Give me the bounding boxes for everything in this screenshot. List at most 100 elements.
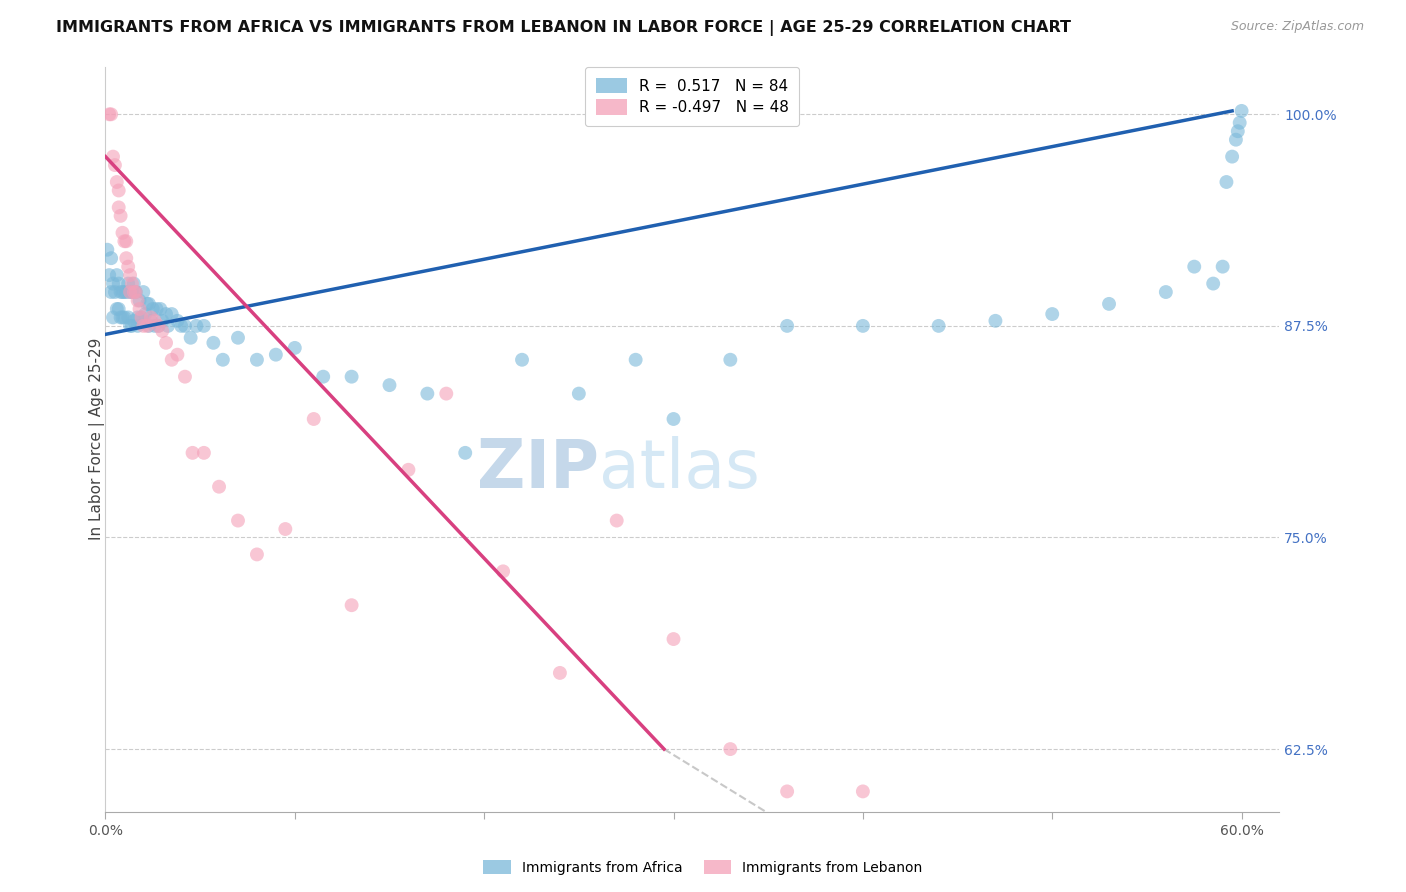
Point [718,742,741,756]
Point [120,268,142,282]
Point [1230,103,1253,118]
Point [117,310,139,325]
Point [105,175,128,189]
Point [107,277,129,291]
Point [1098,297,1121,311]
Point [434,386,457,401]
Point [312,369,335,384]
Point [662,632,685,646]
Point [125,285,148,299]
Point [181,446,204,460]
Point [1182,260,1205,274]
Point [105,301,128,316]
Point [122,285,145,299]
Point [117,277,139,291]
Point [101,310,124,325]
Point [246,352,269,367]
Point [112,310,135,325]
Point [160,352,183,367]
Point [111,226,134,240]
Point [170,318,193,333]
Point [202,335,225,350]
Point [112,285,135,299]
Point [1215,175,1237,189]
Point [100,285,122,299]
Point [127,293,149,308]
Point [776,318,799,333]
Point [150,314,173,328]
Point [274,522,297,536]
Point [624,352,647,367]
Point [193,318,215,333]
Point [174,318,197,333]
Point [1220,150,1243,164]
Y-axis label: In Labor Force | Age 25-29: In Labor Force | Age 25-29 [89,338,105,541]
Point [156,318,179,333]
Point [548,665,571,680]
Point [101,277,124,291]
Point [143,318,166,333]
Point [208,480,231,494]
Point [115,234,138,248]
Point [122,277,145,291]
Point [104,285,127,299]
Point [226,331,249,345]
Point [662,412,685,426]
Point [136,318,159,333]
Point [166,348,188,362]
Point [148,318,170,333]
Point [110,310,132,325]
Point [492,565,515,579]
Point [107,184,129,198]
Point [852,318,875,333]
Point [115,285,138,299]
Point [226,514,249,528]
Point [105,268,128,282]
Point [138,318,160,333]
Point [148,318,170,333]
Point [1229,116,1251,130]
Point [852,784,875,798]
Point [127,310,149,325]
Point [111,310,134,325]
Text: atlas: atlas [599,436,759,502]
Point [1202,277,1225,291]
Text: IMMIGRANTS FROM AFRICA VS IMMIGRANTS FROM LEBANON IN LABOR FORCE | AGE 25-29 COR: IMMIGRANTS FROM AFRICA VS IMMIGRANTS FRO… [56,20,1071,36]
Point [117,260,139,274]
Point [928,318,950,333]
Point [149,301,172,316]
Point [98,268,121,282]
Point [132,318,155,333]
Point [284,341,307,355]
Point [211,352,233,367]
Point [454,446,477,460]
Point [107,201,129,215]
Text: ZIP: ZIP [477,436,599,502]
Legend: Immigrants from Africa, Immigrants from Lebanon: Immigrants from Africa, Immigrants from … [478,855,928,880]
Point [101,150,124,164]
Point [174,369,197,384]
Point [1212,260,1234,274]
Point [145,301,167,316]
Point [186,318,208,333]
Point [96,243,118,257]
Point [110,209,132,223]
Point [155,335,177,350]
Point [150,324,173,338]
Legend: R =  0.517   N = 84, R = -0.497   N = 48: R = 0.517 N = 84, R = -0.497 N = 48 [585,67,800,126]
Point [984,314,1007,328]
Point [131,310,153,325]
Point [112,234,135,248]
Point [120,318,142,333]
Point [134,307,156,321]
Point [340,598,363,612]
Point [100,251,122,265]
Point [128,293,150,308]
Point [138,297,160,311]
Point [246,548,269,562]
Point [121,285,143,299]
Point [193,446,215,460]
Point [180,331,202,345]
Point [1040,307,1063,321]
Point [122,314,145,328]
